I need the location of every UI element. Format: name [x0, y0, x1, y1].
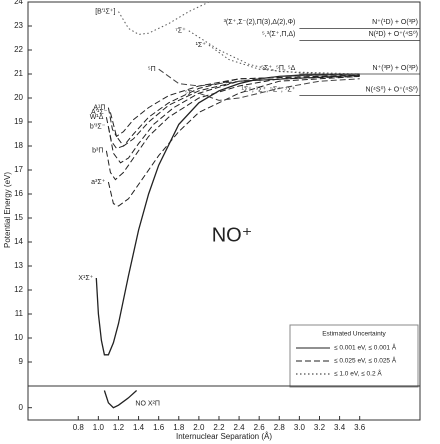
x-tick-label: 1.8	[173, 423, 185, 432]
curve	[105, 75, 360, 181]
curve	[118, 1, 210, 35]
y-tick-label: 10	[14, 333, 23, 342]
state-label: ⁷Σ⁺	[175, 28, 186, 35]
state-label: W¹Δ	[90, 114, 104, 121]
x-tick-label: 1.4	[133, 423, 145, 432]
x-tick-label: 2.6	[254, 423, 266, 432]
legend-label: ≤ 0.025 eV, ≤ 0.025 Å	[334, 356, 397, 365]
y-tick-label: 13	[14, 261, 23, 270]
asymptote-label: N⁺(³P) + O(³P)	[373, 65, 419, 72]
state-label: A'¹Σ⁻	[91, 109, 108, 116]
x-tick-label: 1.2	[113, 423, 125, 432]
y-tick-label: 0	[19, 403, 24, 412]
curve	[198, 78, 360, 101]
y-tick-label: 16	[14, 189, 23, 198]
x-tick-label: 3.2	[314, 423, 326, 432]
curve	[109, 74, 360, 147]
y-tick-label: 15	[14, 213, 23, 222]
asymptote-states: ³(Σ⁺,Σ⁻(2),Π(3),Δ(2),Φ)	[224, 19, 296, 26]
y-axis-title: Potential Energy (eV)	[3, 172, 12, 248]
y-tick-label: 22	[14, 45, 23, 54]
y-tick-label: 9	[19, 357, 24, 366]
x-tick-label: 2.8	[274, 423, 286, 432]
y-tick-label: 11	[15, 309, 24, 318]
state-label: X¹Σ⁺	[78, 275, 93, 282]
curve	[158, 68, 360, 87]
curve	[107, 75, 360, 207]
x-tick-label: 2.4	[234, 423, 246, 432]
x-tick-label: 3.6	[354, 423, 366, 432]
x-axis-title: Internuclear Separation (Å)	[176, 432, 272, 441]
y-tick-label: 17	[14, 165, 23, 174]
state-label: b'³Σ⁻	[90, 124, 106, 131]
y-tick-label: 23	[14, 21, 23, 30]
y-tick-label: 20	[14, 93, 23, 102]
state-label: ⁵Π	[148, 66, 156, 73]
curve	[95, 73, 360, 356]
molecule-label: NO⁺	[212, 224, 253, 246]
state-label: A¹Π	[93, 104, 105, 111]
state-label: [B'¹Σ⁺]	[95, 8, 115, 15]
state-label: ⁵Σ⁺	[185, 90, 196, 97]
state-label: ¹Σ⁺	[196, 42, 207, 49]
state-label: NO X²Π	[135, 401, 160, 408]
x-tick-label: 3.4	[334, 423, 346, 432]
y-tick-label: 19	[14, 117, 23, 126]
legend-label: ≤ 0.001 eV, ≤ 0.001 Å	[334, 343, 397, 352]
legend-box	[289, 324, 419, 388]
curve	[107, 74, 360, 164]
asymptote-label: N(²D) + O⁺(⁴S⁰)	[369, 30, 418, 38]
x-tick-label: 1.6	[153, 423, 165, 432]
curve	[188, 30, 360, 75]
y-tick-label: 12	[14, 285, 23, 294]
x-tick-label: 2.2	[213, 423, 225, 432]
y-tick-label: 21	[14, 69, 23, 78]
x-tick-label: 1.0	[93, 423, 105, 432]
y-tick-label: 18	[14, 141, 23, 150]
x-tick-label: 3.0	[294, 423, 306, 432]
y-tick-label: 14	[14, 237, 23, 246]
asymptote-states: ⁵,³(Σ⁺,Π,Δ)	[262, 31, 295, 38]
asymptote-label: N(⁴S⁰) + O⁺(⁴S⁰)	[366, 85, 418, 93]
asymptote-label: N⁺(¹D) + O(³P)	[372, 19, 418, 26]
x-tick-label: 0.8	[73, 423, 85, 432]
curve	[107, 74, 360, 138]
asymptote-states: ⁵Σ⁺, ⁵Π, ⁵Δ	[261, 65, 296, 72]
curve	[208, 44, 360, 75]
x-tick-label: 2.0	[193, 423, 205, 432]
legend-title: Estimated Uncertainty	[322, 331, 386, 338]
curve	[103, 390, 138, 409]
state-label: a³Σ⁺	[91, 179, 106, 186]
legend-label: ≤ 1.0 eV, ≤ 0.2 Å	[334, 369, 382, 378]
y-tick-label: 24	[14, 0, 23, 6]
state-label: b³Π	[92, 148, 103, 155]
asymptote-states: ¹Σ⁺, ³Σ⁺, ⁵Σ⁺, ⁷Σ⁺	[242, 86, 296, 93]
